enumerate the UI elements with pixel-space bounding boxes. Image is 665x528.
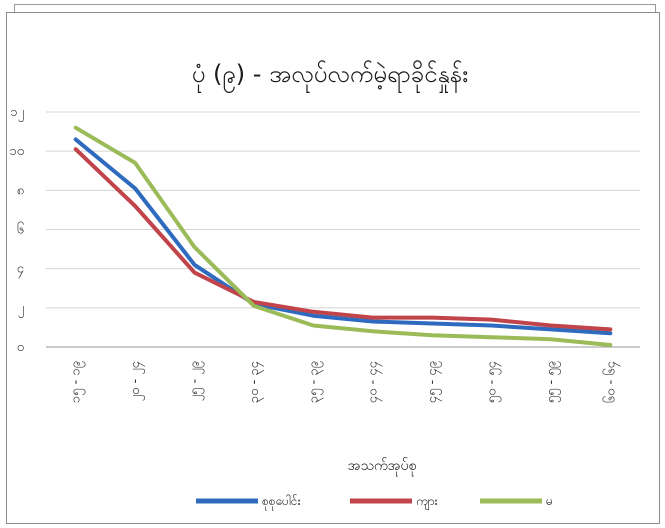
x-tick-label: ၄၀ - ၄၄ [366,360,383,403]
y-tick-label: ၁၀ [9,144,24,159]
x-tick-label: ၂၀ - ၂၄ [128,360,145,401]
legend: စုစုပေါင်း ကျား မ [196,493,553,511]
x-axis-label: အသက်အုပ်စု [348,458,417,476]
legend-label: မ [546,494,553,508]
x-tick-label: ၃၀ - ၃၄ [247,360,264,403]
x-tick-label: ၅၀ - ၅၄ [485,360,502,403]
series-line-1 [73,147,613,332]
x-tick-label: ၁၅ - ၁၉ [69,361,86,403]
y-tick-label: ၈ [17,183,24,198]
grid-lines [46,111,640,348]
series-lines [73,125,613,347]
chart-frame [6,12,660,524]
chart-title: ပုံ (၉) - အလုပ်လက်မဲ့ရာခိုင်နှုန်း [192,59,469,93]
y-tick-label: ၀ [17,340,24,355]
x-tick-label: ၅၅ - ၅၉ [544,361,561,403]
y-tick-label: ၁၂ [10,105,24,122]
x-tick-label: ၂၅ - ၂၉ [188,361,205,401]
y-tick-label: ၄ [17,262,25,279]
legend-label: ကျား [416,494,438,511]
y-tick-label: ၆ [17,222,24,238]
legend-label: စုစုပေါင်း [262,493,301,511]
series-line-0 [73,137,613,336]
x-axis-ticks: ၁၅ - ၁၉ ၂၀ - ၂၄ ၂၅ - ၂၉ ၃၀ - ၃၄ ၃၅ - ၃၉ ၄၀ - … [69,360,621,403]
x-tick-label: ၄၅ - ၄၉ [425,361,442,403]
x-tick-label: ၃၅ - ၃၉ [306,361,323,403]
y-axis-ticks: ၀ ၂ ၄ ၆ ၈ ၁၀ ၁၂ [9,105,24,355]
series-line-2 [73,125,613,347]
x-tick-label: ၆၀ - ၆၄ [602,360,620,403]
y-tick-label: ၂ [18,301,24,318]
